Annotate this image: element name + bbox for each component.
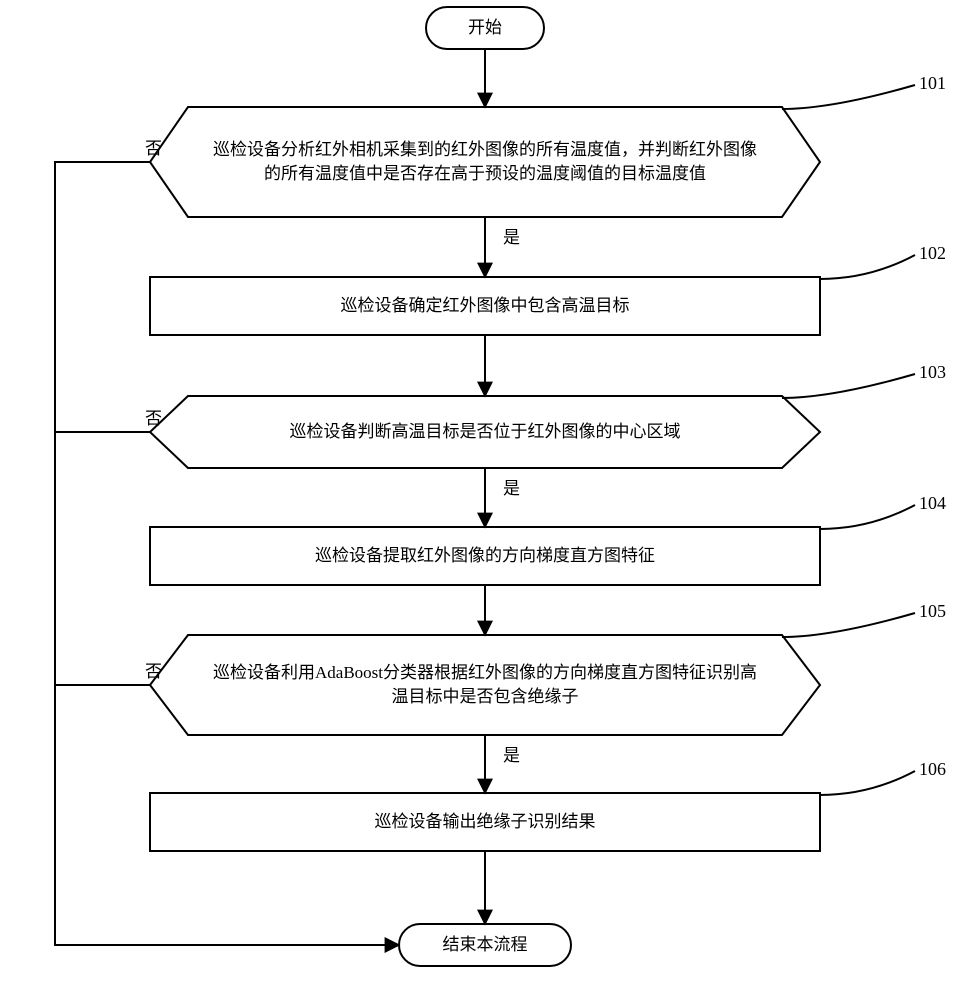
node-n101 <box>150 107 820 217</box>
ref-mark-n106 <box>820 771 915 795</box>
node-start <box>426 7 544 49</box>
node-n106 <box>150 793 820 851</box>
node-n105 <box>150 635 820 735</box>
ref-mark-n104 <box>820 505 915 529</box>
ref-mark-n103 <box>782 374 915 398</box>
node-n104 <box>150 527 820 585</box>
node-n103 <box>150 396 820 468</box>
ref-mark-n101 <box>782 85 915 109</box>
node-n102 <box>150 277 820 335</box>
ref-mark-n102 <box>820 255 915 279</box>
ref-mark-n105 <box>782 613 915 637</box>
edge <box>55 162 399 945</box>
node-end <box>399 924 571 966</box>
